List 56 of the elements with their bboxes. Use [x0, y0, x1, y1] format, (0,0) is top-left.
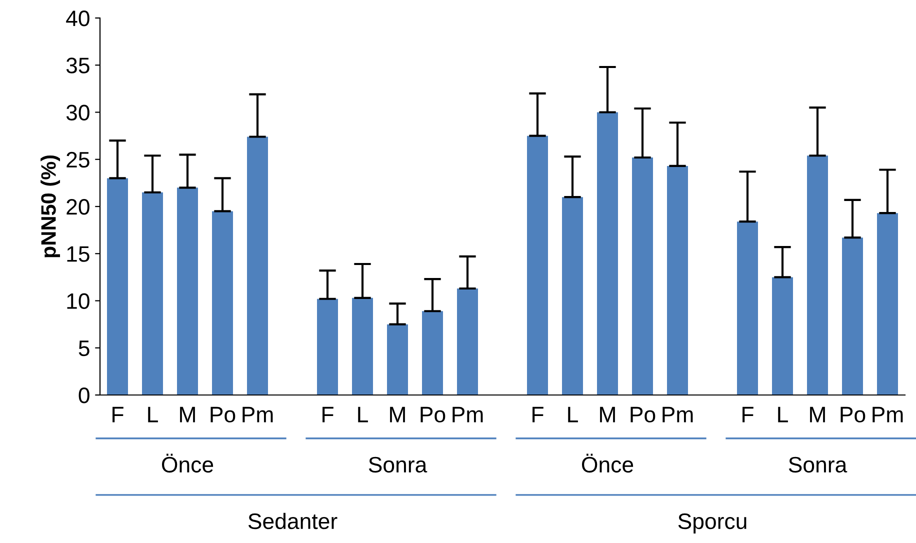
y-tick-label: 0	[78, 388, 90, 404]
bar	[212, 211, 233, 395]
text: Sonra	[368, 456, 428, 473]
x-tick-label: Pm	[662, 406, 693, 422]
bar	[597, 112, 618, 395]
x-tick-label: M	[810, 406, 825, 422]
x-tick-label: L	[778, 406, 788, 422]
x-tick-label: M	[180, 406, 195, 422]
bar	[737, 222, 758, 395]
x-tick-label: F	[322, 406, 334, 422]
x-tick-label: Po	[840, 406, 866, 422]
y-tick-label: 5	[78, 340, 90, 356]
bar	[107, 178, 128, 395]
x-tick-label: M	[600, 406, 615, 422]
bar	[562, 197, 583, 395]
x-tick-label: L	[568, 406, 578, 422]
text: Sonra	[788, 456, 848, 473]
y-axis-title: pNN50 (%)	[40, 155, 60, 258]
bar	[317, 298, 338, 395]
y-tick-label: 25	[66, 152, 90, 168]
text: Önce	[162, 454, 214, 473]
bar	[632, 157, 653, 395]
text: Önce	[582, 454, 634, 473]
bar	[667, 166, 688, 395]
bar	[352, 298, 373, 395]
x-tick-label: Po	[630, 406, 656, 422]
text: Sedanter	[248, 512, 338, 530]
bar	[142, 192, 163, 395]
x-tick-label: F	[532, 406, 544, 422]
bar	[177, 188, 198, 395]
y-tick-label: 40	[66, 10, 90, 26]
bar	[772, 277, 793, 395]
y-tick-label: 20	[66, 199, 90, 215]
y-tick-label: 30	[66, 104, 90, 121]
y-tick-label: 10	[67, 293, 90, 310]
x-tick-label: Pm	[872, 406, 903, 422]
bar	[842, 238, 863, 395]
x-tick-label: F	[742, 406, 754, 422]
x-tick-label: F	[112, 406, 124, 422]
y-tick-label: 15	[67, 246, 90, 262]
x-tick-label: L	[148, 406, 158, 422]
x-tick-label: Pm	[242, 406, 273, 422]
x-tick-label: Pm	[452, 406, 483, 422]
x-tick-label: M	[390, 406, 405, 422]
bar	[457, 288, 478, 395]
bar	[807, 156, 828, 395]
y-tick-label: 35	[66, 58, 90, 74]
x-tick-label: L	[358, 406, 368, 422]
x-tick-label: Po	[420, 406, 446, 422]
bar	[877, 213, 898, 395]
text: Sporcu	[678, 513, 746, 534]
bar	[247, 136, 268, 395]
bar	[422, 311, 443, 395]
bar	[527, 136, 548, 395]
bar	[387, 324, 408, 395]
x-tick-label: Po	[210, 406, 236, 422]
